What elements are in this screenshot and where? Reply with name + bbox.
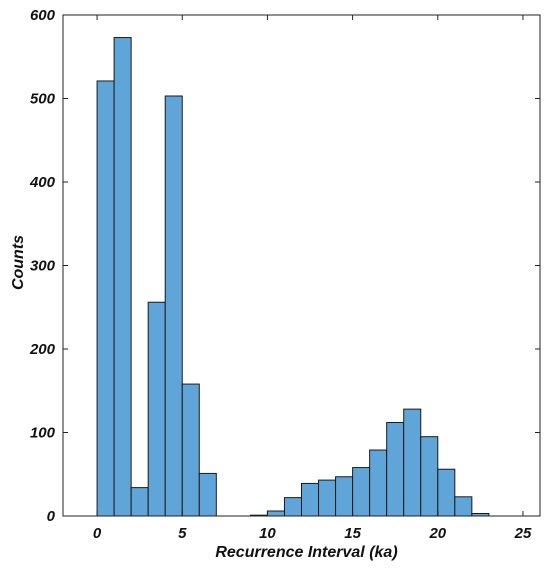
plot-area-frame bbox=[62, 14, 541, 517]
histogram-bar-15 bbox=[386, 421, 405, 517]
histogram-bar-12 bbox=[335, 476, 354, 517]
histogram-bar-10 bbox=[301, 482, 320, 517]
y-tick-label-1: 100 bbox=[30, 425, 56, 442]
x-axis-label: Recurrence Interval (ka) bbox=[215, 544, 397, 561]
histogram-bar-9 bbox=[283, 497, 303, 517]
y-tick-label-4: 400 bbox=[29, 174, 56, 191]
x-tick-label-2: 10 bbox=[259, 525, 276, 542]
x-tick-label-5: 25 bbox=[514, 525, 532, 542]
y-tick-label-2: 200 bbox=[29, 341, 56, 358]
y-axis-label: Counts bbox=[10, 235, 27, 290]
y-axis-tick-labels: 0 100 200 300 400 500 600 bbox=[29, 7, 56, 525]
y-tick-label-0: 0 bbox=[47, 508, 56, 525]
histogram-bars bbox=[96, 37, 490, 517]
y-tick-label-3: 300 bbox=[30, 258, 56, 275]
histogram-bar-3 bbox=[147, 301, 166, 517]
histogram-bar-0 bbox=[96, 80, 115, 517]
histogram-bar-8 bbox=[266, 510, 285, 517]
x-axis-tick-labels: 0 5 10 15 20 25 bbox=[93, 525, 532, 542]
y-tick-label-6: 600 bbox=[30, 7, 56, 24]
x-tick-label-3: 15 bbox=[344, 525, 361, 542]
histogram-bar-5 bbox=[181, 383, 200, 517]
histogram-bar-1 bbox=[113, 37, 132, 517]
histogram-bar-4 bbox=[164, 95, 183, 517]
histogram-bar-14 bbox=[369, 449, 388, 517]
x-tick-label-4: 20 bbox=[428, 525, 446, 542]
x-tick-label-1: 5 bbox=[178, 525, 187, 542]
y-tick-label-5: 500 bbox=[30, 91, 56, 108]
histogram-bar-18 bbox=[437, 468, 456, 517]
histogram-bar-16 bbox=[403, 408, 422, 517]
histogram-bar-13 bbox=[352, 467, 371, 517]
axis-ticks bbox=[63, 14, 540, 517]
x-tick-label-0: 0 bbox=[93, 525, 102, 542]
histogram-bar-2 bbox=[130, 487, 149, 517]
histogram-bar-11 bbox=[318, 479, 337, 517]
histogram-bar-17 bbox=[420, 436, 439, 517]
histogram-bar-6 bbox=[198, 472, 217, 517]
histogram-bar-19 bbox=[454, 496, 473, 517]
